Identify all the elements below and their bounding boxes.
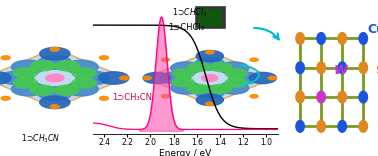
Circle shape xyxy=(338,120,346,132)
Circle shape xyxy=(40,96,70,109)
FancyBboxPatch shape xyxy=(198,9,222,27)
FancyBboxPatch shape xyxy=(195,6,225,28)
Text: $1\!\supset\!CH_3CN$: $1\!\supset\!CH_3CN$ xyxy=(21,133,60,145)
Circle shape xyxy=(161,72,191,84)
Circle shape xyxy=(50,105,59,109)
Text: Cu: Cu xyxy=(367,23,378,36)
Circle shape xyxy=(296,62,304,74)
Polygon shape xyxy=(145,51,274,105)
Circle shape xyxy=(173,69,194,78)
Circle shape xyxy=(99,96,108,100)
Circle shape xyxy=(225,78,247,87)
Circle shape xyxy=(13,78,37,88)
Circle shape xyxy=(195,86,225,98)
Text: $1\!\supset\!CHCl_3$: $1\!\supset\!CHCl_3$ xyxy=(172,6,207,19)
Circle shape xyxy=(229,72,259,84)
Circle shape xyxy=(196,51,223,62)
Circle shape xyxy=(72,68,96,78)
Text: 1⊃CH₃CN: 1⊃CH₃CN xyxy=(112,93,152,102)
Circle shape xyxy=(250,95,258,98)
Circle shape xyxy=(359,120,367,132)
Circle shape xyxy=(54,85,79,95)
Circle shape xyxy=(296,120,304,132)
Circle shape xyxy=(225,69,247,78)
Polygon shape xyxy=(0,48,127,108)
Circle shape xyxy=(206,102,214,105)
Circle shape xyxy=(188,84,209,93)
Circle shape xyxy=(249,72,276,84)
Circle shape xyxy=(296,33,304,44)
X-axis label: Energy / eV: Energy / eV xyxy=(159,149,211,156)
Circle shape xyxy=(195,58,225,70)
Circle shape xyxy=(172,78,194,87)
Circle shape xyxy=(359,62,367,74)
Circle shape xyxy=(338,62,346,74)
Circle shape xyxy=(268,76,276,80)
Circle shape xyxy=(219,62,249,74)
Text: W: W xyxy=(334,64,347,77)
Circle shape xyxy=(11,82,45,96)
Circle shape xyxy=(72,78,96,88)
Circle shape xyxy=(206,51,214,54)
Circle shape xyxy=(38,87,71,100)
Circle shape xyxy=(65,60,98,74)
Circle shape xyxy=(359,91,367,103)
Text: S: S xyxy=(375,64,378,77)
Circle shape xyxy=(1,56,10,60)
Circle shape xyxy=(219,82,249,94)
Circle shape xyxy=(161,95,170,98)
Circle shape xyxy=(14,68,38,78)
Circle shape xyxy=(171,82,201,94)
Circle shape xyxy=(210,63,232,72)
Text: 1⊃CHCl₃: 1⊃CHCl₃ xyxy=(168,23,204,32)
Circle shape xyxy=(250,58,258,61)
Circle shape xyxy=(65,82,98,96)
Circle shape xyxy=(161,58,170,61)
Circle shape xyxy=(99,72,129,84)
Circle shape xyxy=(50,47,59,51)
Circle shape xyxy=(1,96,10,100)
Circle shape xyxy=(55,61,79,71)
Circle shape xyxy=(338,91,346,103)
Circle shape xyxy=(143,76,151,80)
Circle shape xyxy=(317,120,325,132)
Circle shape xyxy=(359,33,367,44)
Circle shape xyxy=(40,47,70,60)
Circle shape xyxy=(196,94,223,105)
Circle shape xyxy=(11,60,45,74)
Circle shape xyxy=(0,71,34,85)
Circle shape xyxy=(338,33,346,44)
Circle shape xyxy=(210,84,231,93)
Circle shape xyxy=(317,91,325,103)
Circle shape xyxy=(31,61,55,71)
Circle shape xyxy=(188,63,210,72)
Circle shape xyxy=(76,71,109,85)
Circle shape xyxy=(38,56,71,69)
Circle shape xyxy=(296,91,304,103)
Circle shape xyxy=(0,72,11,84)
Circle shape xyxy=(120,76,129,80)
Circle shape xyxy=(201,75,218,81)
Circle shape xyxy=(171,62,201,74)
Circle shape xyxy=(46,74,64,82)
Circle shape xyxy=(30,85,54,95)
Circle shape xyxy=(99,56,108,60)
Circle shape xyxy=(317,62,325,74)
Circle shape xyxy=(143,72,170,84)
Circle shape xyxy=(317,33,325,44)
